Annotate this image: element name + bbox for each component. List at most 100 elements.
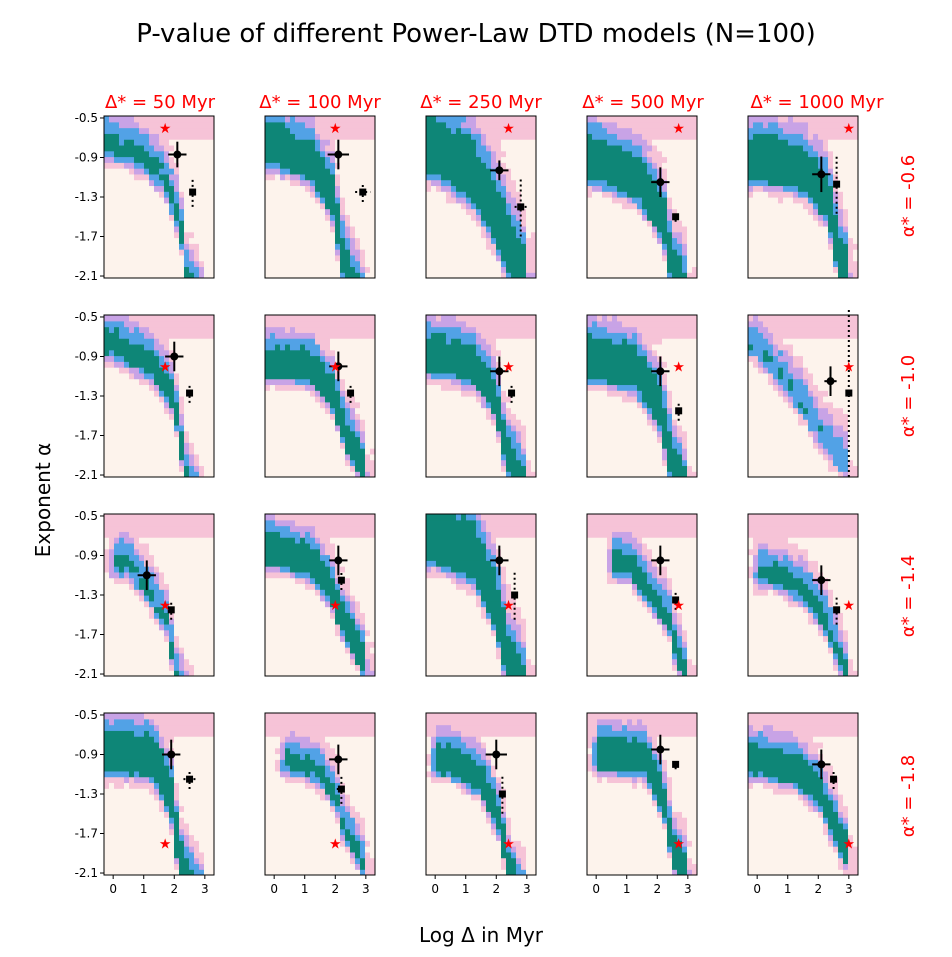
heatmap xyxy=(104,315,214,477)
panel-r3-c3: 0 1 2 3 ★ xyxy=(586,712,698,896)
y-tick-label: -1.7 xyxy=(75,628,98,642)
panel-frame xyxy=(586,314,698,478)
heatmap xyxy=(426,713,536,875)
square-marker xyxy=(347,389,355,397)
true-value-star-icon: ★ xyxy=(329,359,342,375)
figure-title: P-value of different Power-Law DTD model… xyxy=(136,19,815,49)
square-marker xyxy=(189,188,197,196)
heatmap xyxy=(104,514,214,676)
heatmap xyxy=(748,713,858,875)
true-value-star-icon: ★ xyxy=(672,836,685,852)
panel-frame xyxy=(747,513,859,677)
heatmap xyxy=(587,713,697,875)
x-tick-label: 2 xyxy=(814,882,822,896)
true-value-star-icon: ★ xyxy=(502,359,515,375)
circle-marker xyxy=(334,150,343,159)
panel-frame xyxy=(264,712,376,876)
x-tick-label: 3 xyxy=(845,882,853,896)
heatmap xyxy=(265,713,375,875)
panel-frame xyxy=(264,513,376,677)
panel-frame xyxy=(425,712,537,876)
circle-marker xyxy=(817,170,826,179)
true-value-star-icon: ★ xyxy=(159,836,172,852)
square-marker xyxy=(833,606,841,614)
panel-frame xyxy=(425,115,537,279)
circle-marker xyxy=(173,150,182,159)
panel-r3-c0: -0.5 -0.9 -1.3 -1.7 -2.1 0 1 2 3 ★ xyxy=(75,708,215,896)
x-tick-label: 3 xyxy=(523,882,531,896)
x-tick-label: 0 xyxy=(753,882,761,896)
y-tick-label: -0.5 xyxy=(75,509,98,523)
col-title-0: Δ* = 50 Myr xyxy=(105,92,216,113)
circle-marker xyxy=(495,166,504,175)
y-tick-label: -1.7 xyxy=(75,230,98,244)
circle-marker xyxy=(170,352,179,361)
col-title-3: Δ* = 500 Myr xyxy=(582,92,704,113)
circle-marker xyxy=(817,760,826,769)
true-value-star-icon: ★ xyxy=(502,121,515,137)
y-tick-label: -0.5 xyxy=(75,310,98,324)
panel-r2-c4: ★ xyxy=(747,513,859,677)
circle-marker xyxy=(334,755,343,764)
circle-marker xyxy=(495,556,504,565)
circle-marker xyxy=(656,178,665,187)
square-marker xyxy=(337,785,345,793)
panel-r0-c4: ★ xyxy=(747,115,859,279)
true-value-star-icon: ★ xyxy=(502,598,515,614)
panel-frame xyxy=(586,712,698,876)
circle-marker xyxy=(817,576,826,585)
y-tick-label: -0.9 xyxy=(75,150,98,164)
circle-marker xyxy=(656,367,665,376)
x-tick-label: 0 xyxy=(109,882,117,896)
panel-r1-c3: ★ xyxy=(586,314,698,478)
heatmap xyxy=(587,116,697,278)
x-tick-label: 2 xyxy=(170,882,178,896)
x-tick-label: 0 xyxy=(592,882,600,896)
panel-r1-c4: ★ xyxy=(747,309,859,478)
y-tick-label: -2.1 xyxy=(75,468,98,482)
x-tick-label: 0 xyxy=(431,882,439,896)
square-marker xyxy=(186,775,194,783)
heatmap xyxy=(748,315,858,477)
circle-marker xyxy=(142,571,151,580)
row-title-2: α* = -1.4 xyxy=(898,555,919,638)
circle-marker xyxy=(656,745,665,754)
square-marker xyxy=(672,213,680,221)
square-marker xyxy=(830,775,838,783)
panel-r3-c1: 0 1 2 3 ★ xyxy=(264,712,376,896)
panel-frame xyxy=(425,314,537,478)
circle-marker xyxy=(167,750,176,759)
square-marker xyxy=(517,203,525,211)
heatmap xyxy=(265,116,375,278)
panel-frame xyxy=(747,314,859,478)
y-tick-label: -1.7 xyxy=(75,429,98,443)
x-tick-label: 2 xyxy=(492,882,500,896)
square-marker xyxy=(672,596,680,604)
true-value-star-icon: ★ xyxy=(159,121,172,137)
square-marker xyxy=(186,389,194,397)
x-axis-label: Log Δ in Myr xyxy=(419,923,544,947)
panel-r3-c2: 0 1 2 3 ★ xyxy=(425,712,537,896)
panel-frame xyxy=(264,115,376,279)
x-tick-label: 1 xyxy=(623,882,631,896)
y-axis-label: Exponent α xyxy=(31,443,55,557)
square-marker xyxy=(833,180,841,188)
circle-marker xyxy=(495,367,504,376)
panel-r3-c4: 0 1 2 3 ★ xyxy=(747,712,859,896)
true-value-star-icon: ★ xyxy=(843,598,856,614)
y-tick-label: -0.9 xyxy=(75,349,98,363)
true-value-star-icon: ★ xyxy=(159,359,172,375)
panel-frame xyxy=(747,712,859,876)
true-value-star-icon: ★ xyxy=(843,121,856,137)
x-tick-label: 1 xyxy=(784,882,792,896)
row-title-1: α* = -1.0 xyxy=(898,355,919,438)
true-value-star-icon: ★ xyxy=(672,598,685,614)
true-value-star-icon: ★ xyxy=(159,598,172,614)
col-title-4: Δ* = 1000 Myr xyxy=(751,92,885,113)
x-tick-label: 2 xyxy=(331,882,339,896)
panel-r0-c1: ★ xyxy=(264,115,376,279)
y-tick-label: -1.7 xyxy=(75,827,98,841)
true-value-star-icon: ★ xyxy=(843,359,856,375)
panel-frame xyxy=(747,115,859,279)
y-tick-label: -2.1 xyxy=(75,667,98,681)
